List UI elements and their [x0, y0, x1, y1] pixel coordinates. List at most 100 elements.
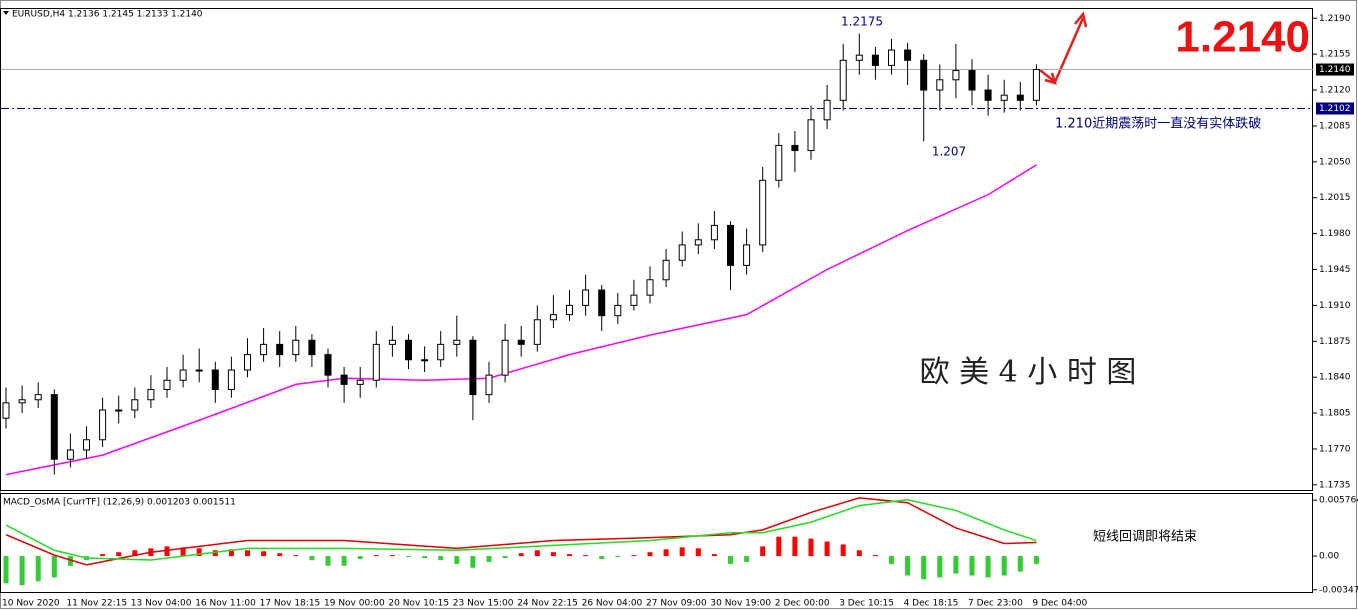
big-price: 1.2140: [1175, 13, 1310, 62]
candle-body: [292, 339, 300, 356]
histogram-bar: [341, 556, 347, 566]
histogram-bar: [518, 553, 524, 557]
candle-body: [630, 294, 638, 306]
histogram-bar: [1001, 556, 1007, 576]
macd-line: [5, 499, 1037, 561]
y-tick-label: 1.1840: [1319, 373, 1351, 383]
histogram-bar: [293, 555, 299, 557]
x-tick-label: 10 Nov 2020: [2, 599, 60, 609]
histogram-bar: [985, 556, 991, 578]
moving-average: [5, 164, 1037, 476]
histogram-bar: [3, 556, 9, 584]
candle-body: [227, 369, 235, 390]
candle-body: [1000, 94, 1008, 101]
histogram-bar: [51, 556, 57, 578]
support-label: 1.2102: [1319, 104, 1351, 114]
candle-body: [855, 54, 863, 61]
histogram-bar: [470, 556, 476, 568]
candle-body: [582, 289, 590, 306]
y-tick-label: 1.1910: [1319, 301, 1351, 311]
candle-body: [920, 59, 928, 91]
histogram-bar: [567, 554, 572, 557]
price-panel: [0, 8, 1313, 491]
candle-body: [18, 399, 26, 404]
candle-body: [211, 369, 219, 390]
candle-body: [340, 374, 348, 385]
histogram-bar: [647, 552, 653, 557]
candle-body: [775, 144, 783, 181]
candle-body: [968, 70, 976, 91]
candle-body: [694, 239, 702, 246]
y-tick-label: 1.2015: [1319, 193, 1351, 203]
arrow-head: [1044, 72, 1057, 85]
x-tick-label: 17 Nov 18:15: [260, 599, 321, 609]
candle-body: [485, 374, 493, 396]
histogram-bar: [840, 544, 846, 557]
histogram-bar: [116, 552, 122, 557]
candle-body: [179, 369, 187, 381]
candle-body: [566, 304, 573, 316]
annotation: 1.210近期震荡时一直没有实体跌破: [1055, 116, 1261, 132]
candle-body: [791, 144, 799, 152]
y-tick-label: 1.2155: [1319, 50, 1351, 60]
y-tick-label: 0.00: [1319, 552, 1339, 562]
histogram-bar: [228, 549, 234, 557]
x-tick-label: 24 Nov 22:15: [517, 599, 578, 609]
candle-body: [501, 339, 509, 376]
histogram-bar: [1017, 556, 1023, 572]
histogram-bar: [744, 556, 750, 562]
candle-body: [807, 119, 815, 152]
y-tick-label: 1.2085: [1319, 121, 1351, 131]
candle-body: [147, 388, 155, 401]
histogram-bar: [454, 556, 460, 564]
histogram-bar: [67, 556, 73, 566]
histogram-bar: [615, 556, 621, 558]
histogram-bar: [438, 556, 444, 560]
candle-body: [356, 379, 364, 385]
histogram-bar: [1033, 556, 1039, 564]
annotation: 1.207: [932, 145, 966, 159]
candle-body: [743, 244, 751, 266]
histogram-bar: [921, 556, 927, 580]
histogram-bar: [502, 556, 508, 559]
annotation: 1.2175: [841, 15, 883, 29]
macd-panel: [0, 493, 1313, 593]
x-tick-label: 13 Nov 04:00: [131, 599, 192, 609]
candle-body: [904, 49, 912, 61]
menu-triangle: [3, 11, 9, 15]
x-tick-label: 11 Nov 22:15: [66, 599, 127, 609]
candle-body: [324, 354, 332, 376]
histogram-bar: [245, 550, 250, 557]
histogram-bar: [631, 555, 637, 557]
candle-body: [888, 49, 895, 66]
candle-body: [759, 179, 767, 246]
macd-title: MACD_OsMA [CurrTF] (12,26,9) 0.001203 0.…: [3, 498, 236, 508]
y-tick-label: 1.2050: [1319, 157, 1351, 167]
histogram-bar: [19, 556, 25, 586]
histogram-bar: [164, 546, 170, 557]
annotation: 欧 美 4 小 时 图: [920, 355, 1137, 390]
candle-body: [533, 319, 541, 345]
candle-body: [984, 89, 992, 101]
histogram-bar: [776, 536, 782, 557]
histogram-bar: [663, 549, 669, 557]
candle-body: [99, 409, 107, 441]
histogram-bar: [583, 555, 589, 557]
candle-body: [308, 339, 316, 356]
x-tick-label: 16 Nov 11:00: [195, 599, 256, 609]
histogram-bar: [309, 556, 315, 560]
y-tick-label: 1.1980: [1319, 229, 1351, 239]
macd-line: [5, 497, 1037, 566]
histogram-bar: [872, 555, 878, 557]
histogram-bar: [132, 550, 138, 557]
candle-body: [952, 70, 960, 81]
histogram-bar: [711, 554, 717, 557]
candle-body: [276, 343, 284, 356]
histogram-bar: [325, 556, 331, 566]
histogram-bar: [550, 552, 556, 557]
histogram-bar: [486, 556, 492, 562]
support-box: [1316, 102, 1354, 115]
candle-body: [839, 59, 847, 101]
histogram-bar: [856, 550, 862, 557]
